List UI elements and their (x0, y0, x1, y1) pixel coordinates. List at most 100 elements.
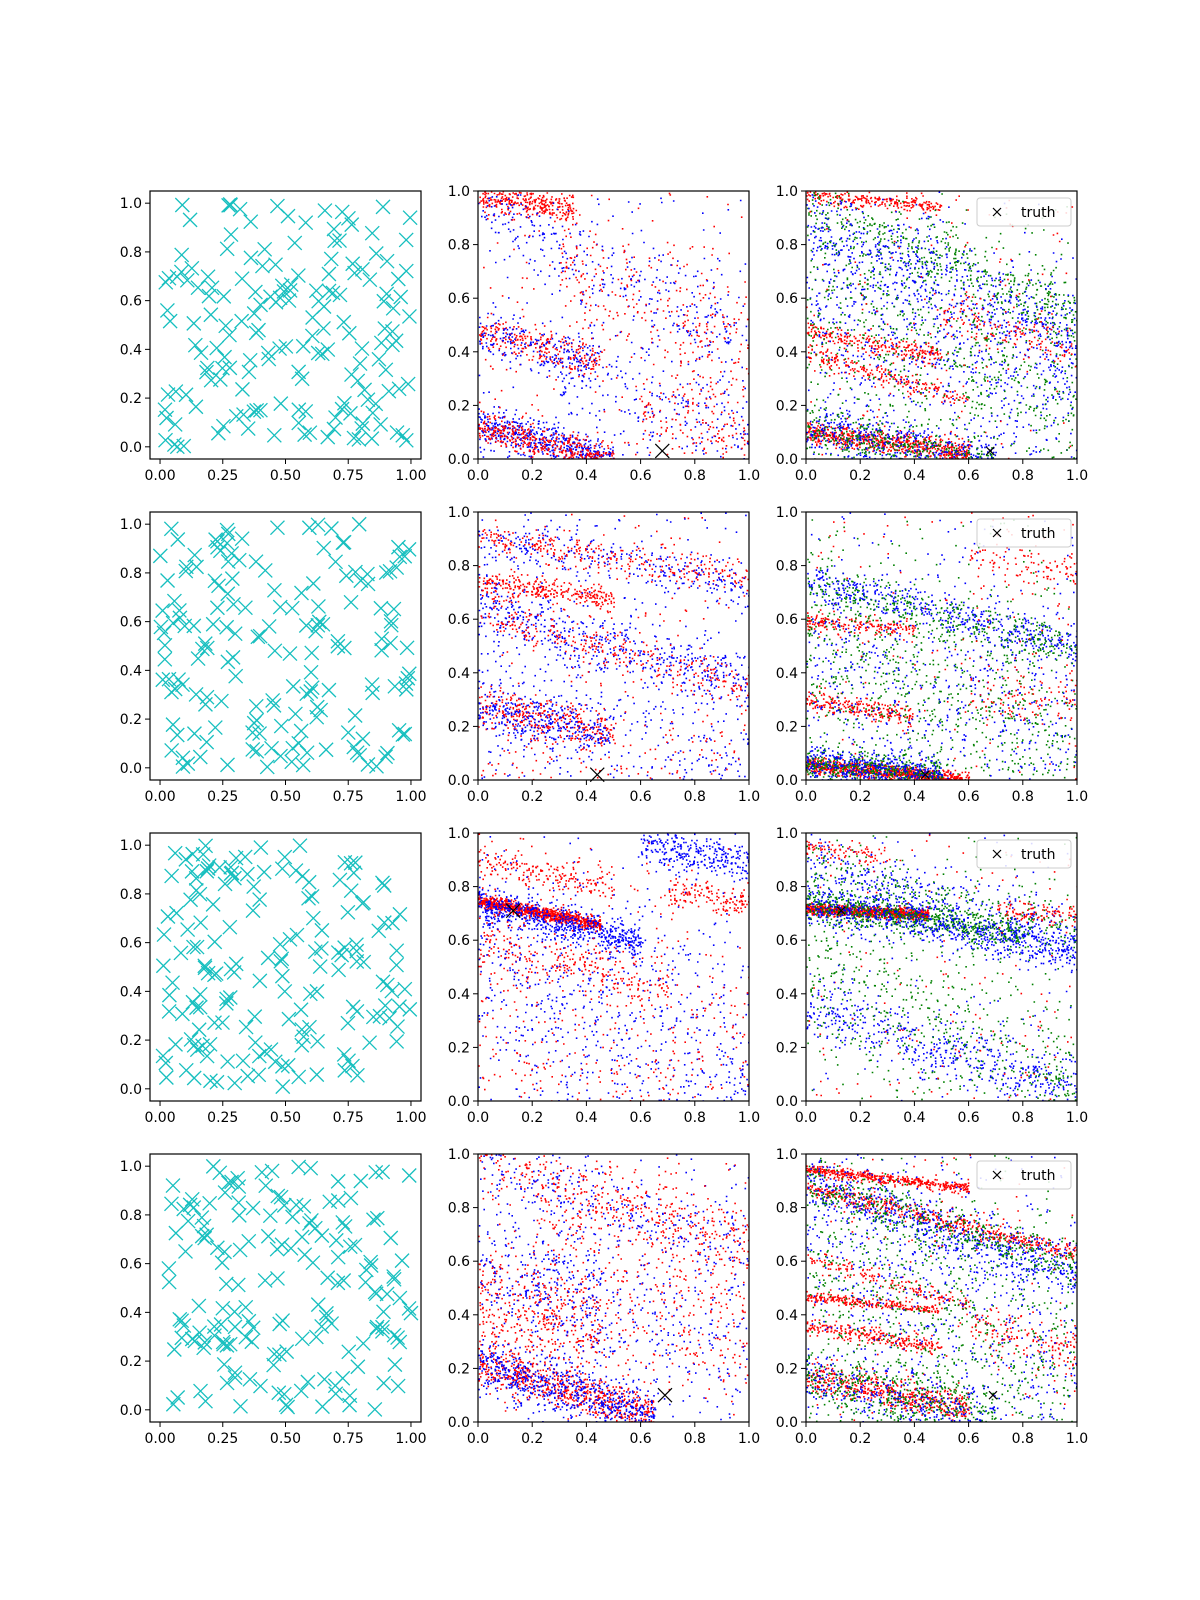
sample-point (262, 1208, 278, 1224)
sample-point (293, 723, 309, 739)
x-tick-label: 0.4 (903, 1431, 925, 1447)
sample-point (360, 392, 376, 408)
sample-point (347, 265, 363, 281)
panel-r3-c3: 0.0 0.2 0.4 0.6 0.8 1.0 0.0 0.2 0.4 0.6 0.8 1.0 trut… (776, 826, 1088, 1126)
sample-point (336, 1273, 352, 1288)
sample-point (165, 717, 181, 733)
sample-point (330, 1193, 346, 1208)
sample-point (153, 619, 169, 635)
sample-point (214, 1255, 230, 1271)
particle-noise-red (481, 513, 749, 777)
sample-point (398, 432, 414, 448)
sample-point (355, 731, 371, 747)
legend: truth (976, 518, 1072, 548)
sample-point (358, 1274, 373, 1290)
sample-point (173, 945, 189, 961)
sample-point (268, 257, 283, 273)
sample-point (330, 1173, 346, 1189)
sample-point (375, 1164, 391, 1180)
particle-band-blue (478, 406, 615, 459)
sample-point (291, 1159, 307, 1175)
sample-point (318, 1309, 334, 1325)
x-tick-label: 0.25 (207, 1431, 238, 1447)
sample-point (287, 235, 303, 251)
sample-point (341, 1344, 357, 1360)
sample-point (226, 870, 242, 886)
y-tick-label: 0.2 (776, 398, 798, 414)
sample-point (280, 1057, 296, 1073)
x-tick-label: 1.00 (395, 1110, 426, 1126)
axes-frame (805, 511, 1078, 781)
sample-point (291, 1069, 307, 1085)
sample-point (385, 915, 400, 931)
sample-point (224, 865, 240, 881)
sample-point (400, 376, 416, 392)
sample-point (256, 864, 272, 880)
sample-point (393, 289, 409, 305)
x-tick-label: 0.8 (684, 789, 706, 805)
sample-point (402, 1001, 418, 1017)
sample-point (276, 1386, 292, 1402)
sample-point (250, 629, 266, 645)
sample-point (298, 618, 314, 633)
x-tick-label: 0.6 (629, 1431, 651, 1447)
sample-point (382, 563, 398, 579)
truth-marker (505, 903, 521, 919)
y-tick-label: 0.6 (448, 1254, 470, 1270)
sample-point (264, 740, 280, 756)
sample-point (344, 217, 360, 233)
legend: truth (976, 197, 1072, 227)
y-tick-label: 0.8 (448, 1201, 470, 1217)
sample-point (323, 251, 339, 267)
particle-band-blue (806, 389, 997, 459)
sample-point (389, 560, 405, 576)
sample-point (266, 1346, 282, 1362)
x-tick-label: 0.2 (521, 789, 543, 805)
sample-point (387, 1357, 403, 1373)
sample-point (219, 991, 235, 1007)
sample-point (376, 293, 392, 309)
y-tick-label: 0.0 (120, 440, 142, 456)
sample-point (197, 960, 213, 976)
sample-point (222, 1336, 238, 1352)
plot-area (806, 191, 1077, 459)
sample-point (374, 631, 390, 647)
sample-point (234, 271, 250, 287)
sample-point (347, 564, 363, 580)
sample-point (197, 1334, 213, 1350)
axes-frame (477, 1153, 750, 1423)
sample-point (291, 415, 307, 431)
axes-frame (477, 511, 750, 781)
particle-band-red (478, 529, 749, 597)
sample-point (302, 425, 318, 441)
y-tick-label: 0.6 (120, 294, 142, 310)
sample-point (165, 1396, 181, 1412)
sample-point (207, 573, 223, 589)
sample-point (277, 983, 293, 999)
sample-point (340, 1015, 356, 1031)
sample-point (219, 1375, 235, 1391)
panel-r3-c2: 0.0 0.2 0.4 0.6 0.8 1.0 0.0 0.2 0.4 0.6 0.8 1.0 (448, 826, 760, 1126)
sample-point (252, 726, 268, 742)
x-tick-label: 0.6 (629, 1110, 651, 1126)
sample-point (209, 1074, 225, 1090)
sample-point (160, 573, 176, 588)
y-tick-label: 0.2 (776, 719, 798, 735)
sample-point (232, 201, 248, 217)
sample-point (334, 204, 350, 220)
sample-point (228, 668, 244, 684)
sample-point (186, 315, 202, 331)
plot-area (478, 512, 749, 780)
sample-point (224, 545, 240, 561)
sample-point (304, 888, 320, 904)
sample-point (382, 1010, 397, 1026)
sample-point (298, 403, 314, 419)
y-tick-label: 1.0 (448, 505, 470, 521)
sample-point (266, 582, 282, 598)
sample-point (285, 740, 301, 756)
particle-band-blue (480, 1154, 749, 1289)
sample-point (199, 863, 215, 879)
x-tick-label: 0.8 (684, 1110, 706, 1126)
y-tick-label: 0.2 (776, 1040, 798, 1056)
y-tick-label: 0.6 (120, 1257, 142, 1273)
